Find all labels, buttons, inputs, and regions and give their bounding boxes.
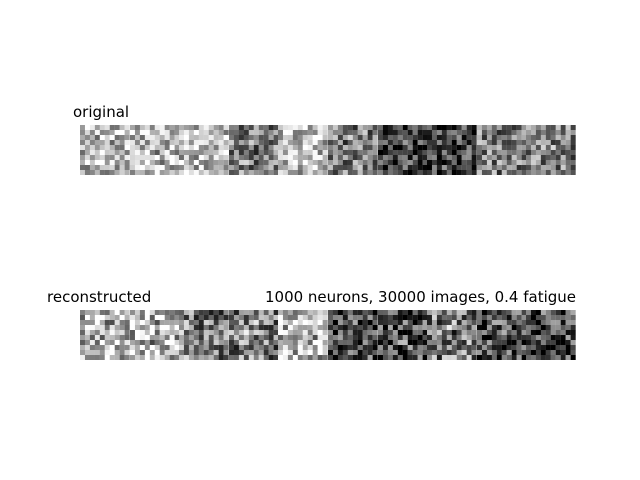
reconstructed-image-1 [80, 310, 130, 360]
original-image-elephant [129, 125, 180, 175]
reconstructed-image-7 [377, 310, 428, 360]
reconstructed-image-4 [228, 310, 279, 360]
experiment-info-label: 1000 neurons, 30000 images, 0.4 fatigue [264, 288, 576, 306]
original-image-road [476, 125, 527, 175]
original-image-strip [80, 125, 576, 175]
original-image-telephone-dial [80, 125, 130, 175]
original-image-trees [228, 125, 279, 175]
reconstructed-image-2 [129, 310, 180, 360]
original-image-statue [278, 125, 328, 175]
original-image-motorcycle-rider [526, 125, 576, 175]
reconstructed-image-5 [278, 310, 328, 360]
reconstructed-image-6 [327, 310, 378, 360]
original-image-car [427, 125, 477, 175]
reconstructed-image-strip [80, 310, 576, 360]
reconstructed-image-9 [476, 310, 527, 360]
reconstructed-row-label: reconstructed [47, 288, 152, 306]
original-image-bicycle [327, 125, 378, 175]
reconstructed-image-10 [526, 310, 576, 360]
original-image-hand-on-keyboard [179, 125, 229, 175]
original-image-street-scene [377, 125, 428, 175]
original-row-label: original [73, 103, 130, 121]
reconstructed-image-3 [179, 310, 229, 360]
reconstructed-image-8 [427, 310, 477, 360]
